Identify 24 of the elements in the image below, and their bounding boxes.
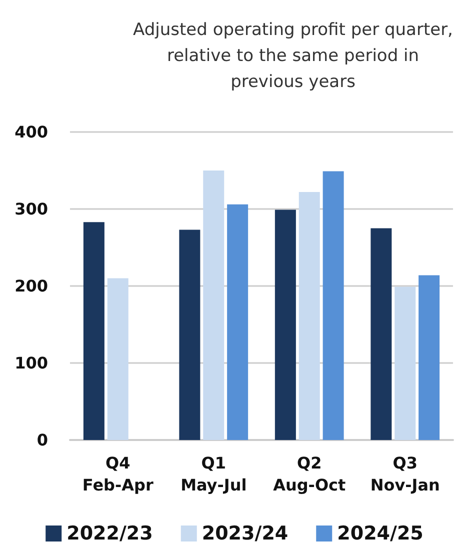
y-tick-label: 300 [14,200,48,218]
bar [322,171,344,440]
bar [203,170,224,440]
x-tick-label: Q3 Nov-Jan [370,454,440,494]
bar [418,275,440,440]
bar [370,228,392,440]
bar [83,222,104,440]
bar [394,286,416,440]
x-tick-label: Q4 Feb-Apr [82,454,154,494]
bar [274,210,296,440]
x-tick-label: Q2 Aug-Oct [273,454,346,494]
bar [107,278,128,440]
bar [298,192,320,440]
legend-label: 2022/23 [66,522,153,544]
y-tick-label: 0 [36,430,48,450]
chart-title: Adjusted operating profit per quarter, relative to the same period in previous years [133,20,453,92]
legend-label: 2024/25 [337,522,424,544]
legend-label: 2023/24 [202,522,288,544]
y-tick-label: 100 [14,354,48,372]
y-tick-label: 200 [14,276,48,296]
y-tick-label: 400 [14,122,48,142]
bar [227,204,248,440]
x-tick-label: Q1 May-Jul [180,454,247,494]
bar [179,230,200,440]
